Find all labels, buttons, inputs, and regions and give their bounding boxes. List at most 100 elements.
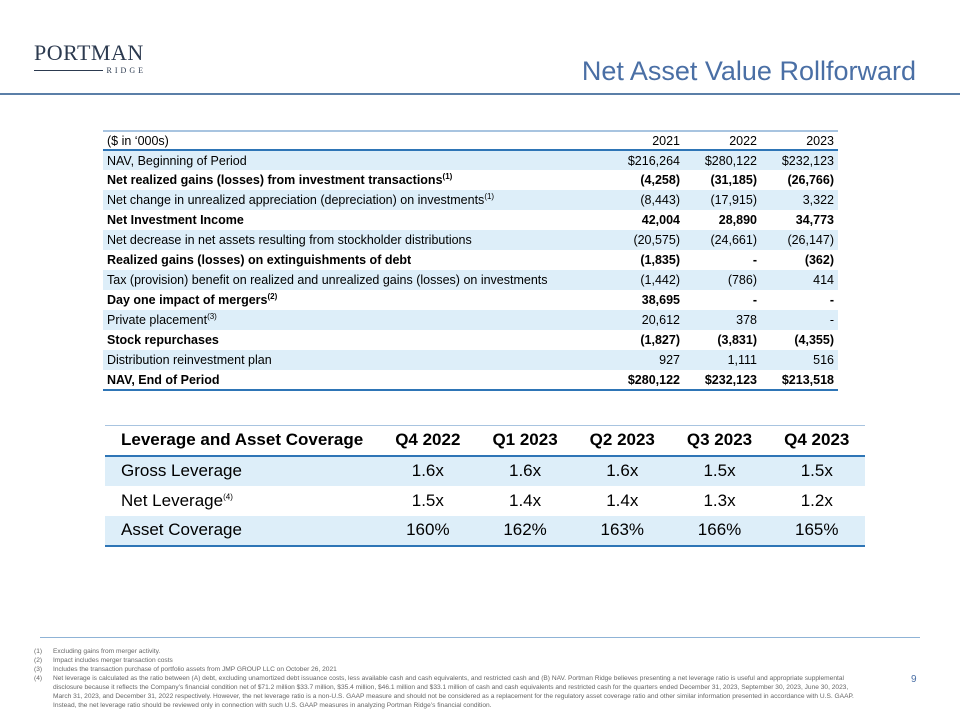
- cell-text: 1.2x: [800, 490, 833, 510]
- table-cell: -: [761, 290, 838, 310]
- table-cell: (1,442): [607, 270, 684, 290]
- cell-text: $232,123: [704, 372, 757, 387]
- footnote-text: Impact includes merger transaction costs: [53, 657, 173, 664]
- cell-text: -: [829, 293, 834, 307]
- cell-text: 927: [659, 353, 680, 367]
- cell-text: 1.4x: [606, 490, 639, 510]
- table-cell: 166%: [670, 515, 769, 547]
- footnote: (3) Includes the transaction purchase of …: [34, 665, 854, 674]
- footnote: (1) Excluding gains from merger activity.: [34, 647, 854, 656]
- cell-text: Q4 2022: [395, 430, 461, 450]
- footnote-key: (3): [34, 666, 43, 673]
- table-cell: Asset Coverage: [105, 515, 380, 547]
- cell-text: 42,004: [641, 213, 680, 227]
- table-cell: (786): [684, 270, 761, 290]
- cell-text: 162%: [503, 520, 547, 539]
- cell-text: Net Leverage: [121, 490, 224, 510]
- page-number: 9: [911, 674, 917, 685]
- table-cell: 927: [607, 350, 684, 370]
- footnote-ref: (3): [207, 312, 217, 322]
- footnote-text: Excluding gains from merger activity.: [53, 648, 161, 655]
- table-cell: 20,612: [607, 310, 684, 330]
- table-cell: (3,831): [684, 330, 761, 350]
- table-cell: $280,122: [684, 150, 761, 170]
- cell-text: Net realized gains (losses) from investm…: [107, 173, 443, 188]
- table-cell: (4,355): [761, 330, 838, 350]
- cell-text: 1.6x: [411, 461, 444, 480]
- cell-text: $280,122: [704, 153, 757, 168]
- table-row: Stock repurchases (1,827) (3,831) (4,355): [103, 330, 838, 350]
- table-row: Net change in unrealized appreciation (d…: [103, 190, 838, 210]
- cell-text: (1,827): [640, 333, 680, 347]
- cell-text: Q1 2023: [492, 430, 558, 450]
- table-cell: 2023: [761, 130, 838, 151]
- cell-text: Asset Coverage: [121, 520, 242, 539]
- table-cell: 38,695: [607, 290, 684, 310]
- table-cell: 34,773: [761, 210, 838, 230]
- divider: [0, 93, 960, 95]
- table-cell: (20,575): [607, 230, 684, 250]
- portman-ridge-logo: PORTMAN RIDGE: [34, 42, 146, 75]
- cell-text: (786): [727, 273, 757, 287]
- cell-text: $213,518: [781, 372, 834, 387]
- table-cell: 1.2x: [768, 486, 865, 516]
- table-cell: Net Investment Income: [103, 210, 607, 230]
- cell-text: Tax (provision) benefit on realized and …: [107, 273, 548, 287]
- cell-text: Net Investment Income: [107, 213, 244, 227]
- table-cell: Stock repurchases: [103, 330, 607, 350]
- footnote-key: (1): [34, 648, 43, 655]
- table-row: Asset Coverage 160% 162% 163% 166% 165%: [105, 515, 866, 547]
- table-cell: (8,443): [607, 190, 684, 210]
- table-cell: 1.6x: [379, 455, 477, 486]
- cell-text: 2021: [652, 133, 680, 148]
- table-cell: Day one impact of mergers(2): [103, 290, 607, 310]
- cell-text: 378: [736, 313, 757, 327]
- table-cell: 1.3x: [671, 486, 768, 516]
- cell-text: (26,147): [787, 233, 834, 247]
- cell-text: (31,185): [710, 173, 757, 187]
- cell-text: Stock repurchases: [107, 333, 219, 347]
- table-cell: Distribution reinvestment plan: [103, 350, 607, 370]
- cell-text: 28,890: [718, 213, 757, 227]
- cell-text: (8,443): [640, 193, 680, 207]
- table-row: Gross Leverage 1.6x 1.6x 1.6x 1.5x 1.5x: [105, 455, 866, 486]
- cell-text: 1.5x: [703, 461, 736, 480]
- footnote: (2) Impact includes merger transaction co…: [34, 656, 854, 665]
- table-cell: (24,661): [684, 230, 761, 250]
- cell-text: Private placement: [107, 313, 208, 328]
- table-cell: (17,915): [684, 190, 761, 210]
- table-cell: 28,890: [684, 210, 761, 230]
- logo-sub: RIDGE: [106, 66, 146, 75]
- table-cell: -: [684, 250, 761, 270]
- cell-text: 414: [813, 273, 834, 287]
- table-cell: (26,766): [761, 170, 838, 190]
- table-cell: 378: [684, 310, 761, 330]
- table-cell: 42,004: [607, 210, 684, 230]
- table-row: NAV, End of Period $280,122 $232,123 $213,5…: [103, 370, 838, 391]
- cell-text: (1,442): [640, 273, 680, 287]
- nav-rollforward-table: ($ in ‘000s) 2021 2022 2023 NAV, Beginning o…: [103, 130, 838, 391]
- slide-title: Net Asset Value Rollforward: [581, 56, 916, 86]
- table-row: Distribution reinvestment plan 927 1,111 51…: [103, 350, 838, 370]
- cell-text: (362): [804, 253, 834, 267]
- cell-text: (20,575): [633, 233, 680, 247]
- table-cell: 1.4x: [574, 486, 671, 516]
- table-cell: (362): [761, 250, 838, 270]
- cell-text: 1.6x: [606, 461, 639, 480]
- footnote-ref: (1): [442, 172, 453, 182]
- table-cell: (1,827): [607, 330, 684, 350]
- table-header: Leverage and Asset Coverage Q4 2022 Q1 202…: [105, 425, 866, 457]
- cell-text: 160%: [406, 520, 450, 539]
- cell-text: $280,122: [627, 372, 680, 387]
- table-cell: 414: [761, 270, 838, 290]
- table-cell: Net decrease in net assets resulting fro…: [103, 230, 607, 250]
- table-cell: 162%: [476, 515, 574, 547]
- table-cell: ($ in ‘000s): [103, 130, 607, 151]
- cell-text: Gross Leverage: [121, 461, 242, 480]
- cell-text: $216,264: [627, 153, 680, 168]
- cell-text: Distribution reinvestment plan: [107, 353, 272, 367]
- cell-text: 2023: [806, 133, 834, 148]
- cell-text: Net change in unrealized appreciation (d…: [107, 193, 485, 208]
- table-cell: 1.4x: [476, 486, 573, 516]
- table-cell: 160%: [379, 515, 477, 547]
